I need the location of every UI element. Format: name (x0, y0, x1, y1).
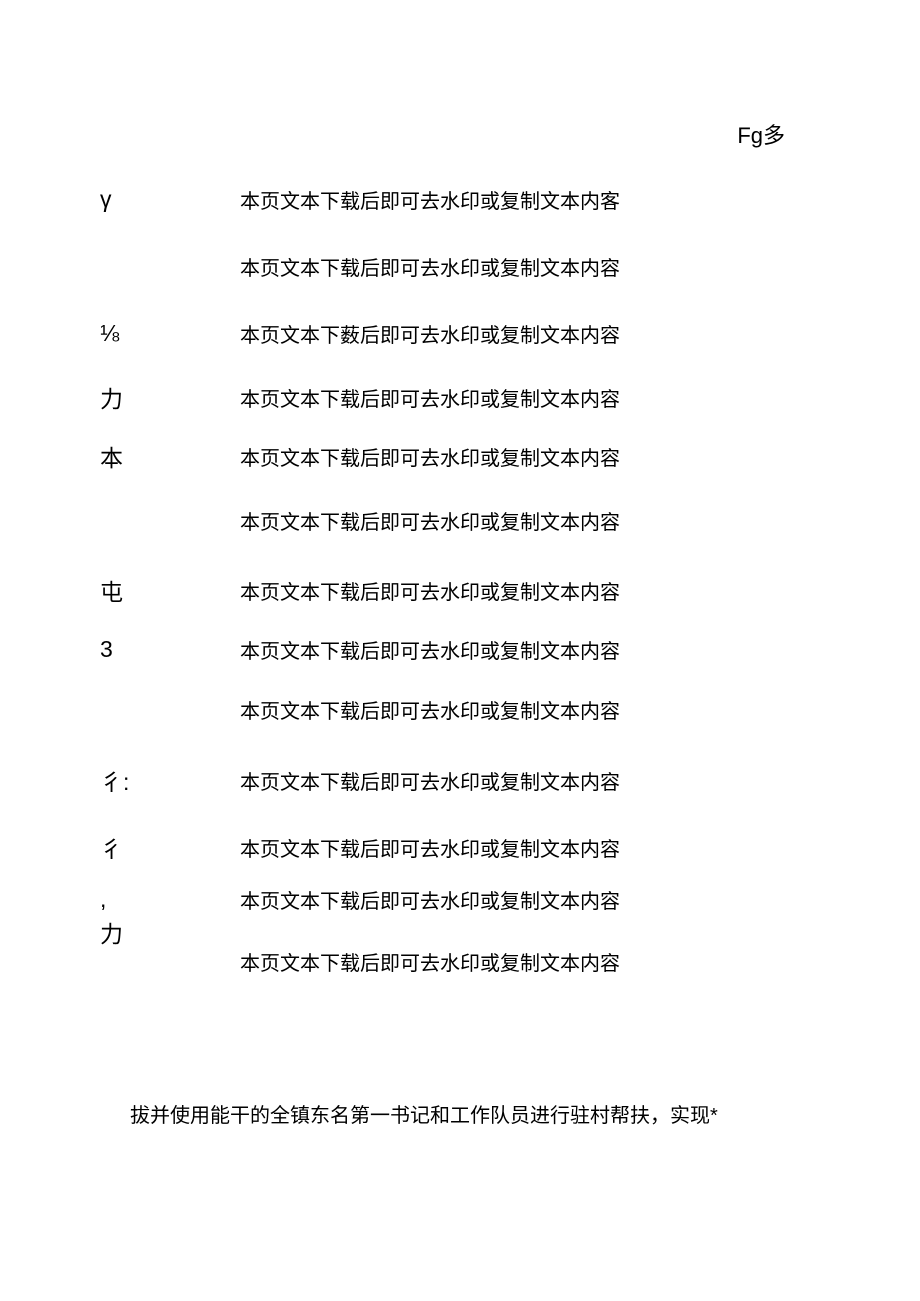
watermark-text: 本页文本下载后即可去水印或复制文本内容 (240, 506, 620, 535)
text-row: 本本页文本下载后即可去水印或复制文本内容 (100, 439, 820, 473)
header-mark: Fg多 (737, 118, 785, 150)
text-row: 力本页文本下载后即可去水印或复制文本内容 (100, 380, 820, 414)
text-row: 本页文本下载后即可去水印或复制文本内容 (100, 695, 820, 724)
footer-text: 拔并使用能干的全镇东名第一书记和工作队员进行驻村帮扶，实现* (130, 1100, 810, 1132)
watermark-text: 本页文本下载后即可去水印或复制文本内容 (240, 576, 620, 605)
text-row: 彳:本页文本下载后即可去水印或复制文本内容 (100, 763, 820, 797)
row-marker: 3 (100, 636, 240, 663)
watermark-text: 本页文本下载后即可去水印或复制文本内容 (240, 252, 620, 281)
row-marker: 屯 (100, 573, 240, 607)
watermark-text: 本页文本下载后即可去水印或复制文本内容 (240, 947, 620, 976)
text-row: 本页文本下载后即可去水印或复制文本内容 (100, 506, 820, 535)
text-row: ,本页文本下载后即可去水印或复制文本内容 (100, 885, 820, 914)
row-marker: 彳: (100, 763, 240, 797)
text-row: 本页文本下载后即可去水印或复制文本内容 (100, 252, 820, 281)
text-row: 屯本页文本下载后即可去水印或复制文本内容 (100, 573, 820, 607)
row-marker: 彳 (100, 830, 240, 864)
watermark-text: 本页文本下载后即可去水印或复制文本内客 (240, 185, 620, 214)
text-row: ⅛本页文本下薮后即可去水印或复制文本内容 (100, 319, 820, 348)
text-row: 彳本页文本下载后即可去水印或复制文本内容 (100, 830, 820, 864)
row-marker: γ (100, 186, 240, 213)
row-marker: 力 (100, 380, 240, 414)
text-row: 3本页文本下载后即可去水印或复制文本内容 (100, 635, 820, 664)
watermark-text: 本页文本下薮后即可去水印或复制文本内容 (240, 319, 620, 348)
watermark-text: 本页文本下载后即可去水印或复制文本内容 (240, 766, 620, 795)
row-marker: 本 (100, 439, 240, 473)
watermark-text: 本页文本下载后即可去水印或复制文本内容 (240, 833, 620, 862)
row-marker: ⅛ (100, 320, 240, 347)
row-marker: 力 (100, 915, 240, 949)
watermark-text: 本页文本下载后即可去水印或复制文本内容 (240, 635, 620, 664)
text-row: 力 (100, 915, 820, 949)
watermark-text: 本页文本下载后即可去水印或复制文本内容 (240, 695, 620, 724)
watermark-text: 本页文本下载后即可去水印或复制文本内容 (240, 442, 620, 471)
watermark-text: 本页文本下载后即可去水印或复制文本内容 (240, 885, 620, 914)
text-row: 本页文本下载后即可去水印或复制文本内容 (100, 947, 820, 976)
text-row: γ本页文本下载后即可去水印或复制文本内客 (100, 185, 820, 214)
row-marker: , (100, 886, 240, 913)
watermark-text: 本页文本下载后即可去水印或复制文本内容 (240, 383, 620, 412)
